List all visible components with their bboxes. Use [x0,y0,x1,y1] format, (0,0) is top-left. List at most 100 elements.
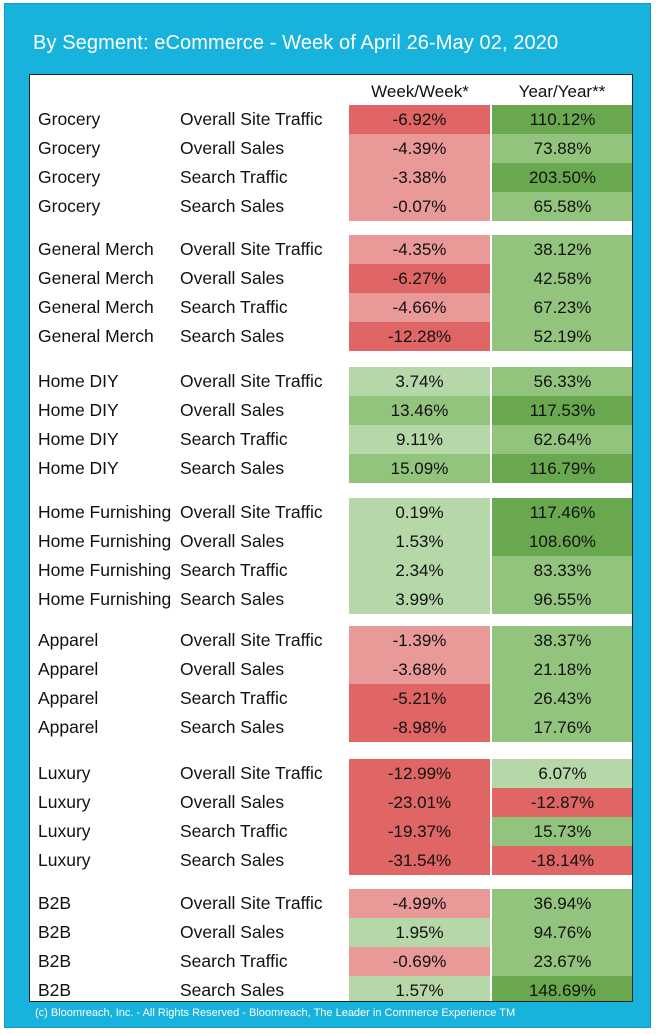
table-row: Apparel Overall Sales -3.68% 21.18% [30,655,632,684]
metric-cell: Overall Sales [180,792,285,812]
report-title: By Segment: eCommerce - Week of April 26… [33,32,559,54]
week-week-cell: 1.53% [349,527,490,556]
table-row: Home Furnishing Search Sales 3.99% 96.55% [30,585,632,614]
week-week-cell: 13.46% [349,396,490,425]
segment-group: Home Furnishing Overall Site Traffic 0.19%… [30,498,632,614]
week-week-cell: -5.21% [349,684,490,713]
table-row: Home DIY Search Traffic 9.11% 62.64% [30,425,632,454]
week-week-cell: -23.01% [349,788,490,817]
metric-cell: Search Sales [180,196,285,216]
metric-cell: Search Traffic [180,560,288,580]
year-year-cell: 62.64% [492,425,632,454]
year-year-cell: 26.43% [492,684,632,713]
metric-cell: Search Sales [180,458,285,478]
metric-cell: Search Sales [180,980,285,1000]
year-year-cell: 52.19% [492,322,632,351]
year-year-cell: 42.58% [492,264,632,293]
segment-cell: Apparel [38,659,99,679]
table-row: General Merch Search Sales -12.28% 52.19% [30,322,632,351]
segment-cell: General Merch [38,297,154,317]
year-year-cell: 73.88% [492,134,632,163]
year-year-cell: -12.87% [492,788,632,817]
week-week-cell: 1.57% [349,976,490,1001]
week-week-cell: 3.74% [349,367,490,396]
table-row: Home Furnishing Overall Sales 1.53% 108.60% [30,527,632,556]
table-row: General Merch Overall Site Traffic -4.35% 3… [30,235,632,264]
week-week-cell: 0.19% [349,498,490,527]
segment-cell: Luxury [38,763,91,783]
segment-group: B2B Overall Site Traffic -4.99% 36.94% B2B Ov… [30,889,632,1001]
segment-cell: General Merch [38,326,154,346]
week-week-cell: -8.98% [349,713,490,742]
week-week-cell: -0.07% [349,192,490,221]
year-year-cell: 15.73% [492,817,632,846]
segment-cell: B2B [38,893,72,913]
segment-cell: B2B [38,922,72,942]
year-year-cell: 96.55% [492,585,632,614]
table-row: Apparel Search Traffic -5.21% 26.43% [30,684,632,713]
segment-cell: Grocery [38,196,101,216]
segment-cell: Home DIY [38,371,119,391]
segment-group: General Merch Overall Site Traffic -4.35% 3… [30,235,632,351]
year-year-cell: 148.69% [492,976,632,1001]
week-week-cell: -19.37% [349,817,490,846]
table-row: B2B Search Sales 1.57% 148.69% [30,976,632,1001]
week-week-cell: 1.95% [349,918,490,947]
table-row: Luxury Overall Site Traffic -12.99% 6.07% [30,759,632,788]
week-week-cell: -31.54% [349,846,490,875]
year-year-cell: 6.07% [492,759,632,788]
segment-cell: B2B [38,951,72,971]
metric-cell: Search Traffic [180,951,288,971]
segment-cell: Home Furnishing [38,589,172,609]
week-week-cell: -4.35% [349,235,490,264]
week-week-cell: 3.99% [349,585,490,614]
segment-cell: Grocery [38,167,101,187]
year-year-cell: 23.67% [492,947,632,976]
segment-cell: Home DIY [38,400,119,420]
metric-cell: Search Traffic [180,821,288,841]
week-week-cell: -3.38% [349,163,490,192]
year-year-cell: 21.18% [492,655,632,684]
table-row: Home DIY Overall Site Traffic 3.74% 56.33% [30,367,632,396]
table-row: Luxury Search Traffic -19.37% 15.73% [30,817,632,846]
year-year-cell: 17.76% [492,713,632,742]
week-week-cell: -4.39% [349,134,490,163]
metric-cell: Overall Sales [180,531,285,551]
metric-cell: Search Sales [180,850,285,870]
segment-cell: Home Furnishing [38,560,172,580]
metric-cell: Overall Site Traffic [180,239,323,259]
segment-cell: Luxury [38,821,91,841]
segment-cell: General Merch [38,239,154,259]
segment-cell: B2B [38,980,72,1000]
year-year-cell: 94.76% [492,918,632,947]
metric-cell: Search Sales [180,326,285,346]
week-week-cell: -3.68% [349,655,490,684]
week-week-cell: -4.99% [349,889,490,918]
year-year-cell: 116.79% [492,454,632,483]
copyright-footer: (c) Bloomreach, Inc. - All Rights Reserv… [35,1007,516,1019]
table-row: B2B Overall Site Traffic -4.99% 36.94% [30,889,632,918]
week-week-cell: -12.99% [349,759,490,788]
year-year-cell: -18.14% [492,846,632,875]
table-row: Home DIY Overall Sales 13.46% 117.53% [30,396,632,425]
metric-cell: Search Traffic [180,297,288,317]
segment-cell: Apparel [38,688,99,708]
table-row: Home DIY Search Sales 15.09% 116.79% [30,454,632,483]
segment-group: Home DIY Overall Site Traffic 3.74% 56.33% H… [30,367,632,483]
table-row: Apparel Search Sales -8.98% 17.76% [30,713,632,742]
table-row: Grocery Overall Sales -4.39% 73.88% [30,134,632,163]
table-row: Luxury Overall Sales -23.01% -12.87% [30,788,632,817]
table-row: Grocery Search Traffic -3.38% 203.50% [30,163,632,192]
metric-cell: Overall Site Traffic [180,109,323,129]
table-row: General Merch Search Traffic -4.66% 67.23% [30,293,632,322]
metric-cell: Overall Site Traffic [180,763,323,783]
year-year-cell: 36.94% [492,889,632,918]
table-row: Grocery Search Sales -0.07% 65.58% [30,192,632,221]
metric-cell: Overall Site Traffic [180,371,323,391]
year-year-cell: 67.23% [492,293,632,322]
segment-group: Apparel Overall Site Traffic -1.39% 38.37% A… [30,626,632,742]
metric-cell: Overall Sales [180,659,285,679]
table-row: Luxury Search Sales -31.54% -18.14% [30,846,632,875]
year-year-cell: 108.60% [492,527,632,556]
metric-cell: Overall Site Traffic [180,893,323,913]
